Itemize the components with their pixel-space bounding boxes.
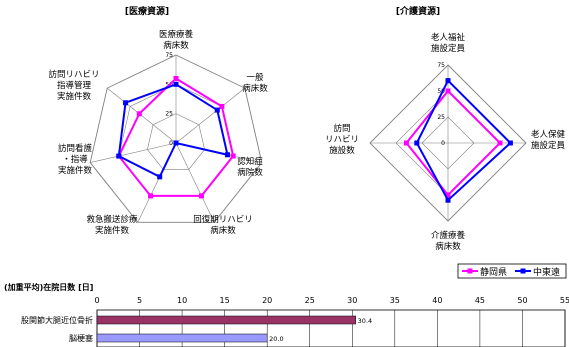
bar-2	[96, 333, 268, 343]
medical-radar-series-1-point	[219, 103, 225, 109]
care-radar-series-2-point	[445, 197, 451, 203]
medical-radar-title: [医療資源]	[125, 5, 169, 17]
bar-x-tick-label: 15	[220, 296, 230, 305]
bar-x-tick-label: 50	[517, 296, 527, 305]
medical-radar-series-1-point	[148, 193, 154, 199]
medical-radar-grid-ring	[147, 113, 205, 170]
legend: 静岡県 中東遠	[457, 263, 567, 279]
legend-box	[457, 263, 567, 279]
medical-radar-axis-label: 医療療養病床数	[159, 29, 194, 51]
care-radar-axis-label: 訪問リハビリ施設数	[325, 123, 359, 156]
medical-radar-series-2-point	[157, 174, 163, 180]
bar-plot-frame	[96, 309, 566, 347]
care-radar-r-tick-label: 25	[437, 114, 445, 121]
bar-x-tick-label: 55	[560, 296, 569, 305]
bar-x-tick-label: 20	[262, 296, 272, 305]
medical-radar-r-tick-label: 25	[165, 111, 173, 118]
medical-radar-spoke	[175, 142, 215, 223]
medical-radar-series-1-point	[198, 193, 204, 199]
medical-radar-r-tick-label: 0	[169, 140, 173, 147]
medical-radar-axis-label: 訪問看護・指導実施件数	[58, 143, 93, 176]
bar-x-tick-label: 5	[137, 296, 142, 305]
medical-radar-axis-label: 一般病床数	[242, 72, 268, 94]
bar-x-tick-label: 40	[432, 296, 442, 305]
care-radar-r-tick-label: 50	[437, 88, 445, 95]
care-radar-axis-label: 介護療養病床数	[431, 230, 466, 252]
bar-category-label: 股関節大腿近位骨折	[21, 315, 93, 325]
bar-1	[96, 315, 356, 325]
bar-x-tick-label: 25	[305, 296, 315, 305]
bar-x-tick-label: 0	[94, 296, 99, 305]
legend-marker-series2	[520, 268, 526, 274]
medical-radar-grid-ring	[89, 54, 263, 223]
medical-radar-spoke	[175, 87, 245, 144]
care-radar-series-2-point	[414, 140, 420, 146]
medical-radar-series-line-2	[117, 83, 229, 179]
medical-radar-series-2-point	[173, 140, 179, 146]
bar-x-tick-label: 10	[177, 296, 187, 305]
medical-radar-series-1-point	[230, 153, 236, 159]
care-radar-axis-label: 老人福祉施設定員	[431, 32, 466, 54]
care-radar-series-2-point	[507, 140, 513, 146]
legend-marker-series1	[467, 268, 473, 274]
medical-radar-axis-label: 訪問リハビリ指導管理実施件数	[48, 69, 99, 102]
bar-category-label: 脳梗塞	[69, 333, 93, 343]
medical-radar-axis-label: 回復期リハビリ病床数	[193, 214, 253, 236]
bar-chart-title: (加重平均)在院日数 [日]	[4, 282, 93, 292]
medical-radar-series-1-point	[173, 75, 179, 81]
medical-radar-series-2-point	[224, 152, 230, 158]
medical-radar-axis-label: 認知症病院数	[237, 156, 263, 178]
legend-label-series2: 中東遠	[533, 266, 560, 278]
medical-radar-spoke	[90, 142, 177, 163]
care-radar-r-tick-label: 0	[441, 140, 445, 147]
care-radar-axis-label: 老人保健施設定員	[531, 129, 566, 151]
length-of-stay-bar-chart: (加重平均)在院日数 [日] 0 5 10 15 20 25 30 35 40 45 50 55 股関節…	[4, 282, 569, 347]
bar-x-tick-label: 45	[475, 296, 485, 305]
medical-resources-radar: [医療資源] 0255075医療療養病床数一般病床数認知症病院数回復期リハビリ病…	[48, 5, 268, 236]
medical-radar-series-1-point	[136, 111, 142, 117]
care-radar-series-1-point	[445, 88, 451, 94]
medical-radar-axis-label: 救急搬送診療実施件数	[86, 214, 138, 236]
medical-radar-series-line-1	[117, 77, 235, 197]
care-radar-series-1-point	[497, 140, 503, 146]
bar-value-label: 20.0	[269, 335, 283, 343]
bar-x-tick-label: 35	[390, 296, 400, 305]
care-radar-r-tick-label: 75	[437, 62, 445, 69]
care-radar-title: [介護資源]	[396, 5, 440, 17]
medical-radar-series-2-point	[116, 153, 122, 159]
bar-x-tick-label: 30	[347, 296, 357, 305]
bar-value-label: 30.4	[358, 317, 372, 325]
medical-radar-series-2-point	[173, 81, 179, 87]
care-radar-series-1-point	[445, 192, 451, 198]
care-radar-series-2-point	[445, 78, 451, 84]
care-radar-series-1-point	[403, 140, 409, 146]
medical-radar-series-2-point	[123, 100, 129, 106]
legend-label-series1: 静岡県	[480, 266, 507, 278]
medical-radar-r-tick-label: 75	[165, 52, 173, 59]
medical-radar-series-2-point	[214, 107, 220, 113]
